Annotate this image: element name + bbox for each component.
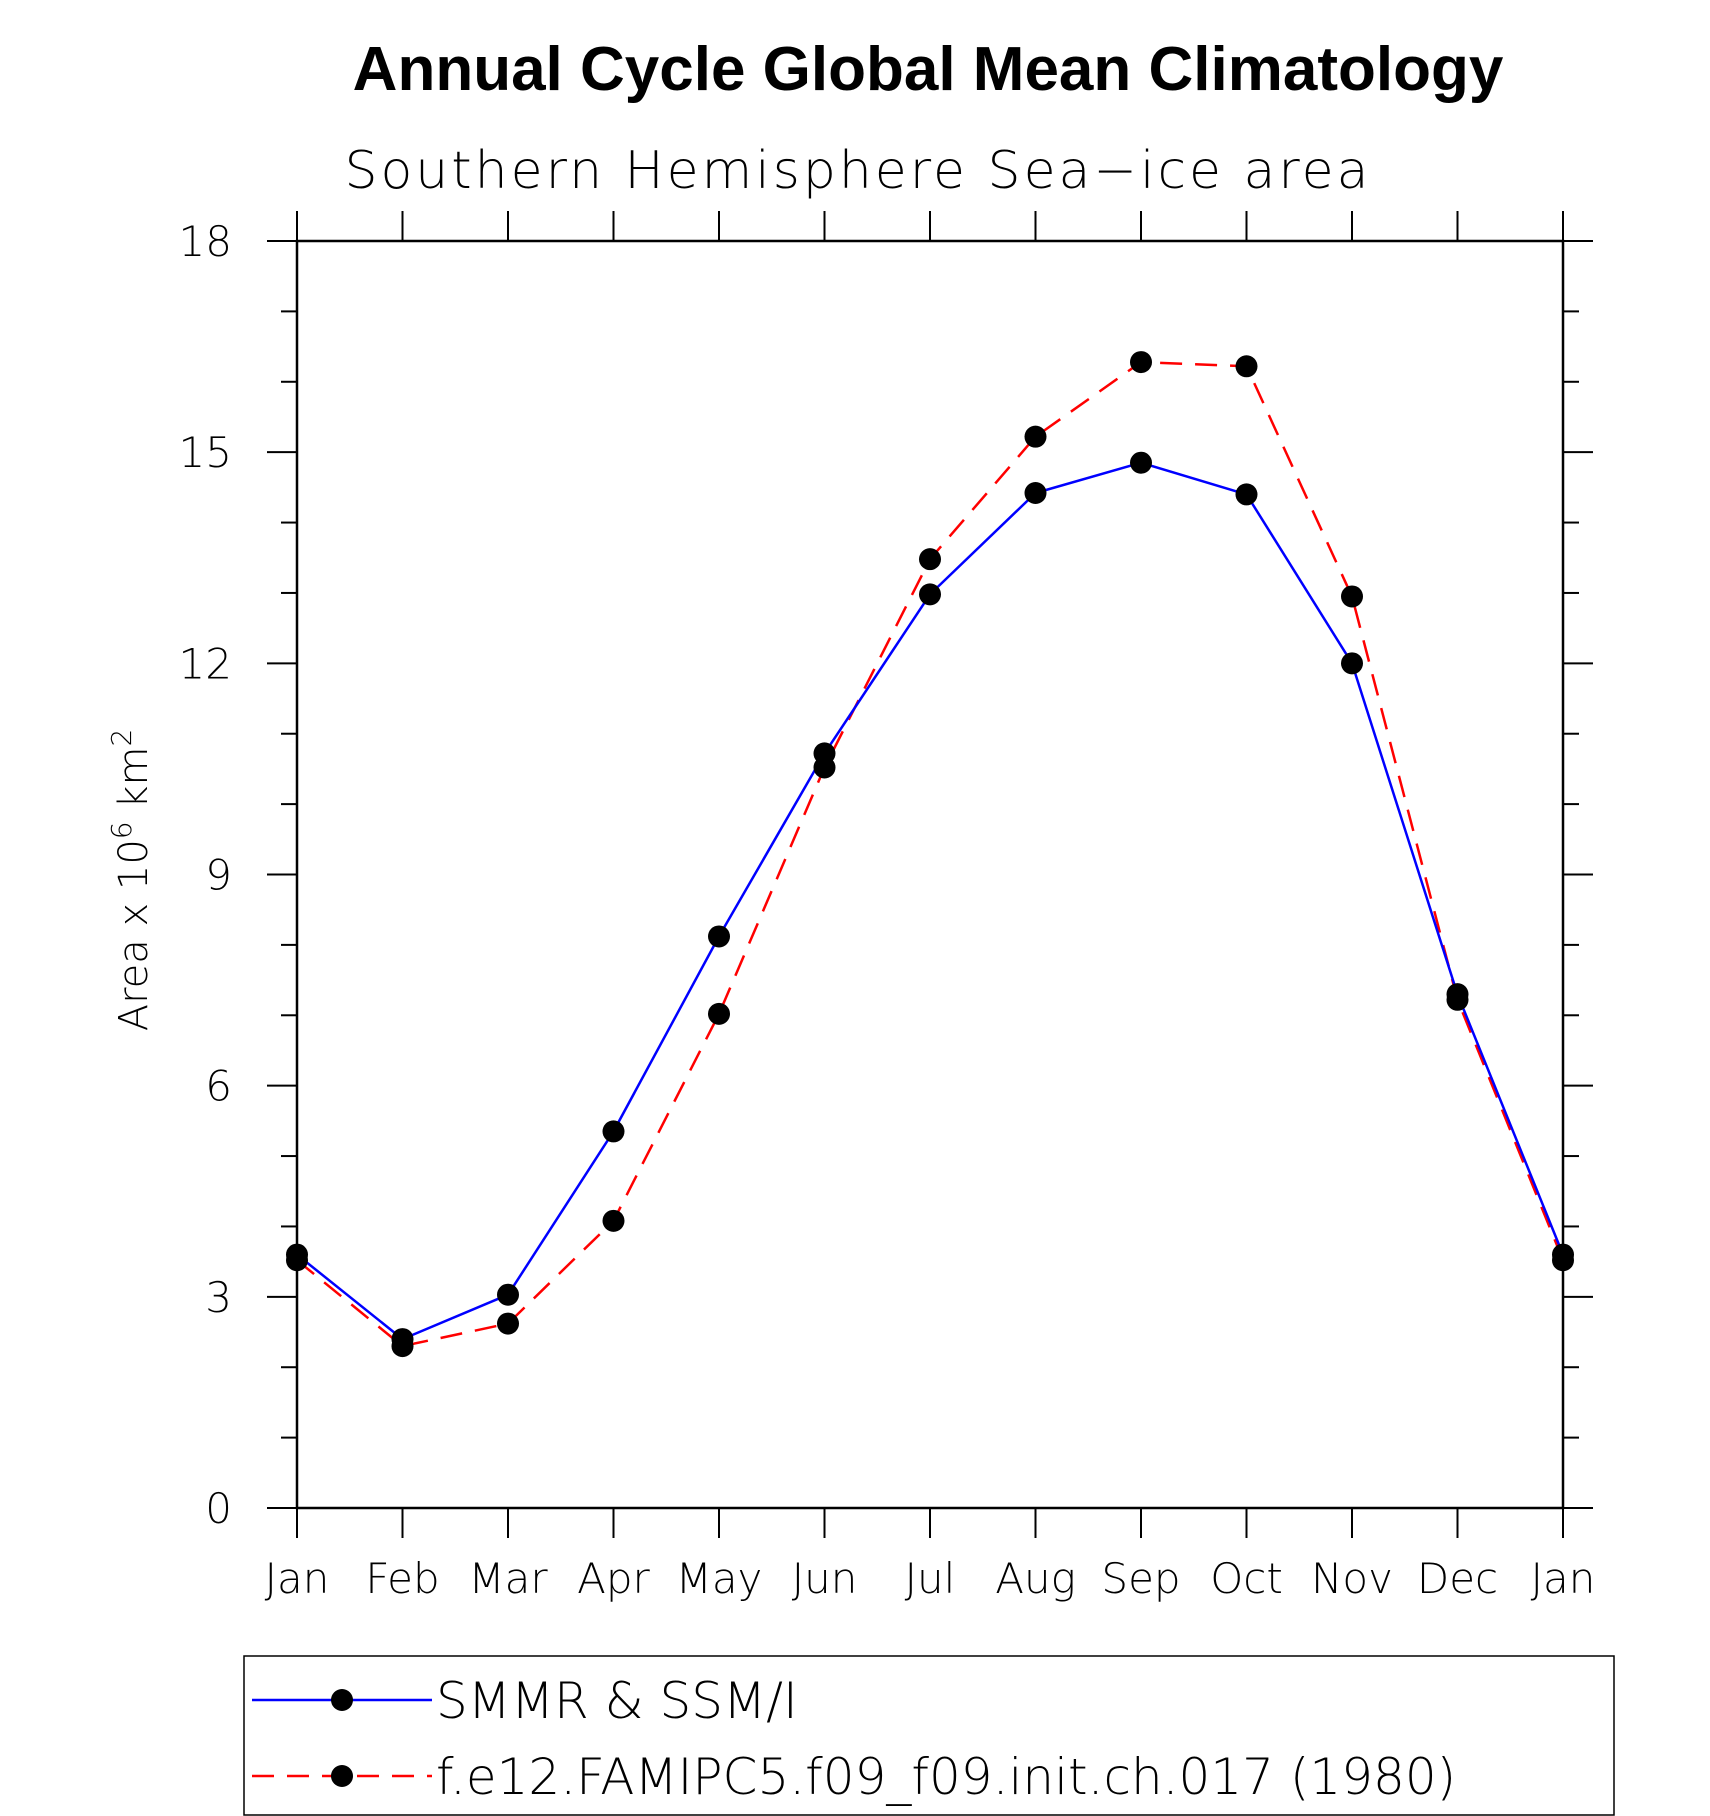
series-1-point [602,1209,625,1232]
series-0-point [1235,483,1258,506]
x-tick-label: Nov [1311,1554,1393,1603]
series-0-point [813,742,836,765]
svg-text:Area x 106 km2: Area x 106 km2 [105,729,157,1032]
legend-marker-smmr [331,1689,353,1711]
x-tick-label: Jan [265,1554,330,1603]
y-axis-label-unit: km [111,747,157,822]
x-tick-label: Dec [1417,1554,1498,1603]
series-1-point [497,1312,519,1335]
series-1-point [919,548,941,571]
series-1-point [1341,585,1363,608]
x-tick-label: Jun [792,1554,858,1603]
series-0-point [708,925,730,948]
plot-frame: 0 3 6 9 12 15 18 Jan Feb Mar Apr May Jun Jul Aug Sep Oct… [179,211,1596,1603]
chart-subtitle: Southern Hemisphere Sea−ice area [344,141,1371,201]
x-tick-label: Jan [1531,1554,1596,1603]
x-tick-label: Apr [577,1554,650,1603]
series-layer [286,351,1574,1358]
series-0-point [1552,1243,1574,1266]
y-tick-label: 12 [179,639,232,688]
series-0-point [919,583,941,606]
series-line-1 [296,360,1565,1348]
y-tick-label: 15 [179,428,232,477]
legend-marker-model [331,1765,353,1787]
series-1-point [1024,425,1047,448]
x-tick-label: Feb [365,1554,439,1603]
x-tick-label: Jul [905,1554,956,1603]
legend-label-smmr: SMMR & SSM/I [436,1672,798,1730]
y-tick-label: 3 [205,1273,232,1322]
series-1-point [1235,355,1258,378]
x-tick-label: Aug [995,1554,1076,1603]
y-tick-label: 18 [179,217,232,266]
chart-title: Annual Cycle Global Mean Climatology [353,35,1504,104]
plot-border [295,239,1565,1510]
series-1-point [708,1002,730,1025]
x-tick-label: Mar [468,1554,548,1603]
series-0-point [602,1120,625,1143]
series-0-point [391,1328,414,1351]
y-axis-label-unit-exponent: 2 [105,729,138,747]
series-0-point [286,1243,308,1266]
y-tick-label: 0 [205,1484,232,1533]
y-axis-label-prefix: Area x 10 [111,839,157,1031]
series-0-point [1446,983,1469,1006]
x-tick-label: Oct [1210,1554,1283,1603]
y-tick-label: 9 [205,851,232,900]
y-tick-label: 6 [205,1062,232,1111]
series-1-point [1130,351,1152,374]
y-axis-label: Area x 106 km2 [105,729,157,1032]
y-axis-label-exponent: 6 [105,821,138,839]
legend: SMMR & SSM/I f.e12.FAMIPC5.f09_f09.init.… [243,1655,1615,1816]
series-0-point [1024,481,1047,504]
series-0-point [1130,451,1152,474]
legend-label-model: f.e12.FAMIPC5.f09_f09.init.ch.017 (1980) [436,1748,1456,1806]
x-tick-label: May [676,1554,763,1603]
series-0-point [497,1283,519,1306]
legend-box [243,1655,1615,1816]
x-tick-label: Sep [1101,1554,1180,1603]
series-0-point [1341,652,1363,675]
